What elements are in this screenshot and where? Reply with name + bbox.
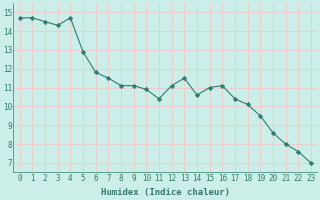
- X-axis label: Humidex (Indice chaleur): Humidex (Indice chaleur): [101, 188, 230, 197]
